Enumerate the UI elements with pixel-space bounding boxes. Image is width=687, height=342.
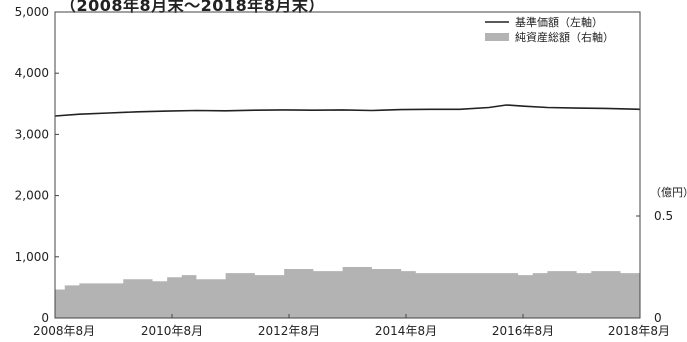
line-layer (54, 104, 641, 117)
right-axis-tick-label: 0 (654, 311, 662, 325)
left-axis-tick-label: 5,000 (15, 5, 49, 19)
x-axis-tick-label: 2010年8月 (141, 324, 203, 338)
nav-line (54, 104, 641, 117)
legend: 基準価額（左軸）純資産総額（右軸） (485, 15, 614, 44)
legend-assets-swatch (485, 33, 509, 41)
left-axis-tick-label: 1,000 (15, 250, 49, 264)
axis-labels: 0 1,000 2,000 3,000 4,000 5,000 0 0.5 （億円） 2008年8… (15, 5, 687, 338)
legend-nav-label: 基準価額（左軸） (515, 15, 603, 29)
right-axis-unit: （億円） (650, 186, 687, 199)
legend-assets-label: 純資産総額（右軸） (515, 30, 614, 44)
x-axis-tick-label: 2012年8月 (258, 324, 320, 338)
area-layer (55, 267, 640, 318)
net-assets-area (55, 267, 640, 318)
left-axis-tick-label: 2,000 (15, 189, 49, 203)
left-axis-tick-label: 0 (41, 311, 49, 325)
left-axis-tick-label: 3,000 (15, 127, 49, 141)
plot-border (54, 11, 641, 319)
plot-frame (54, 11, 641, 319)
x-axis-tick-label: 2014年8月 (375, 324, 437, 338)
x-axis-tick-label: 2016年8月 (492, 324, 554, 338)
x-axis-tick-label: 2008年8月 (33, 324, 95, 338)
chart-title: （2008年8月末～2018年8月末） (60, 0, 325, 15)
left-axis-tick-label: 4,000 (15, 66, 49, 80)
x-axis-tick-label: 2018年8月 (608, 324, 670, 338)
right-axis-tick-label: 0.5 (654, 209, 673, 223)
